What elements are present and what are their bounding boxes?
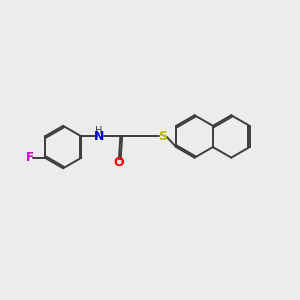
Text: N: N [94,130,104,143]
Text: F: F [26,151,34,164]
Text: S: S [158,130,167,143]
Text: H: H [95,126,103,136]
Text: O: O [114,157,124,169]
